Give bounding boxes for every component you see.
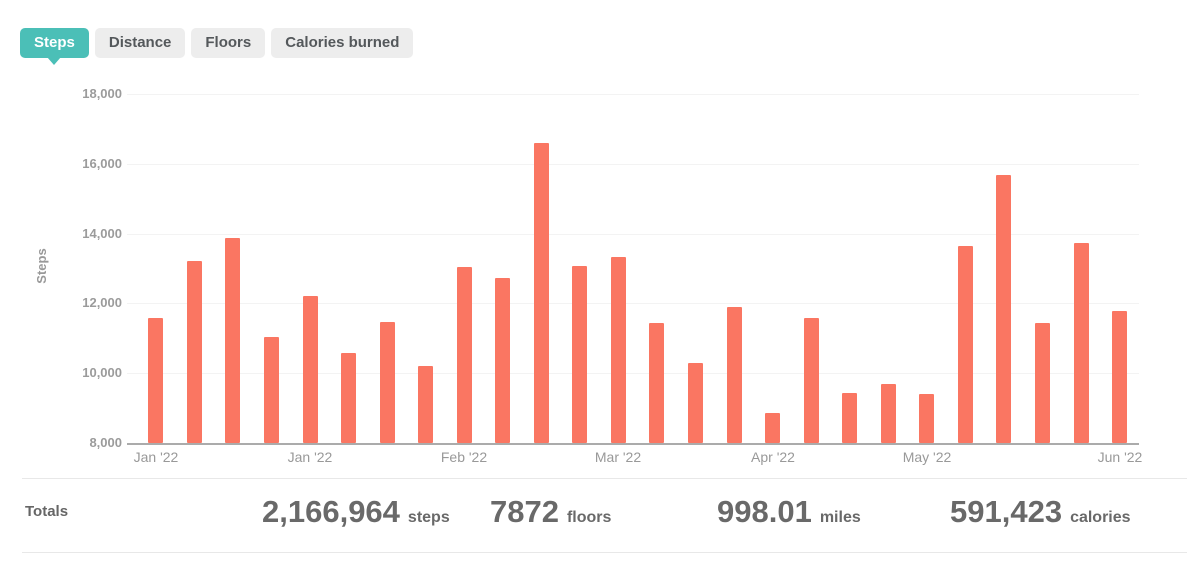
total-steps-stat: 2,166,964 steps — [262, 496, 450, 527]
total-floors-stat: 7872 floors — [490, 496, 611, 527]
bar-week-15[interactable] — [688, 363, 703, 443]
x-axis-tick-label: Jun '22 — [1097, 449, 1143, 465]
y-axis-title: Steps — [34, 248, 49, 284]
totals-row — [22, 478, 1187, 553]
x-axis-tick-label: Apr '22 — [751, 449, 795, 465]
bar-week-8[interactable] — [418, 366, 433, 443]
y-axis-tick-label: 12,000 — [82, 295, 122, 310]
bar-week-4[interactable] — [264, 337, 279, 443]
totals-label: Totals — [25, 503, 69, 520]
bar-week-22[interactable] — [958, 246, 973, 443]
steps-bar-chart: Steps 8,000 10,000 12,000 14,000 16,000 18,00… — [34, 86, 1143, 465]
total-miles-value: 998.01 — [717, 494, 812, 529]
x-axis-tick-label: Jan '22 — [133, 449, 179, 465]
x-axis-tick-label: Mar '22 — [594, 449, 642, 465]
bar-week-3[interactable] — [225, 238, 240, 443]
tab-calories-burned[interactable]: Calories burned — [271, 28, 414, 58]
bar-week-14[interactable] — [649, 323, 664, 443]
total-floors-unit: floors — [566, 509, 612, 526]
bar-week-23[interactable] — [996, 175, 1011, 443]
active-tab-pointer-icon — [47, 57, 62, 65]
total-miles-stat: 998.01 miles — [717, 496, 861, 527]
total-floors-value: 7872 — [490, 494, 559, 529]
total-miles-unit: miles — [819, 509, 861, 526]
tab-floors[interactable]: Floors — [191, 28, 266, 58]
bar-week-18[interactable] — [804, 318, 819, 443]
metric-tabs: Steps Distance Floors Calories burned — [20, 28, 414, 65]
bar-week-1[interactable] — [148, 318, 163, 443]
bar-week-13[interactable] — [611, 257, 626, 443]
bar-week-21[interactable] — [919, 394, 934, 443]
total-steps-unit: steps — [407, 509, 450, 526]
total-calories-stat: 591,423 calories — [950, 496, 1131, 527]
bar-week-26[interactable] — [1112, 311, 1127, 443]
gridline — [127, 164, 1139, 165]
bar-week-24[interactable] — [1035, 323, 1050, 443]
bar-week-5[interactable] — [303, 296, 318, 443]
tab-steps-label: Steps — [34, 34, 75, 51]
total-steps-value: 2,166,964 — [262, 494, 400, 529]
total-calories-unit: calories — [1070, 509, 1131, 526]
y-axis-tick-label: 8,000 — [89, 435, 122, 450]
gridline — [127, 303, 1139, 304]
tab-calories-burned-label: Calories burned — [285, 34, 400, 51]
x-axis-tick-label: Feb '22 — [440, 449, 488, 465]
bar-week-20[interactable] — [881, 384, 896, 443]
bar-week-6[interactable] — [341, 353, 356, 443]
bar-week-2[interactable] — [187, 261, 202, 443]
x-axis-tick-label: May '22 — [902, 449, 952, 465]
y-axis-tick-label: 16,000 — [82, 156, 122, 171]
tab-distance-label: Distance — [108, 34, 172, 51]
gridline — [127, 94, 1139, 95]
bar-week-16[interactable] — [727, 307, 742, 443]
gridline — [127, 234, 1139, 235]
bar-week-17[interactable] — [765, 413, 780, 443]
x-axis-line — [127, 443, 1139, 445]
gridline — [127, 373, 1139, 374]
bar-week-7[interactable] — [380, 322, 395, 443]
x-axis-tick-label: Jan '22 — [287, 449, 333, 465]
tab-distance[interactable]: Distance — [94, 28, 186, 58]
bar-week-12[interactable] — [572, 266, 587, 443]
tab-floors-label: Floors — [205, 34, 252, 51]
bar-week-11[interactable] — [534, 143, 549, 443]
total-calories-value: 591,423 — [950, 494, 1063, 529]
y-axis-tick-label: 14,000 — [82, 226, 122, 241]
y-axis-tick-label: 18,000 — [82, 86, 122, 101]
tab-steps[interactable]: Steps — [20, 28, 89, 65]
bar-week-19[interactable] — [842, 393, 857, 443]
y-axis-tick-label: 10,000 — [82, 365, 122, 380]
bar-week-25[interactable] — [1074, 243, 1089, 443]
bar-week-9[interactable] — [457, 267, 472, 443]
bar-week-10[interactable] — [495, 278, 510, 443]
